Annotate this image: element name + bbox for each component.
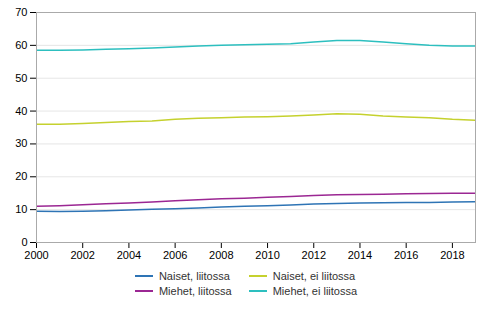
svg-text:0: 0	[21, 236, 27, 248]
svg-text:2018: 2018	[440, 249, 464, 261]
svg-text:2014: 2014	[348, 249, 372, 261]
svg-text:2016: 2016	[394, 249, 418, 261]
svg-text:2006: 2006	[163, 249, 187, 261]
svg-text:2012: 2012	[302, 249, 326, 261]
svg-text:70: 70	[15, 6, 27, 18]
svg-text:2002: 2002	[70, 249, 94, 261]
html-text:Miehet, liitossa: Miehet, liitossa	[158, 285, 232, 297]
html-text:Miehet, ei liitossa: Miehet, ei liitossa	[272, 285, 358, 297]
html-text:Naiset, liitossa: Naiset, liitossa	[158, 270, 230, 282]
svg-text:2000: 2000	[24, 249, 48, 261]
svg-text:2004: 2004	[117, 249, 141, 261]
svg-text:10: 10	[15, 203, 27, 215]
svg-text:40: 40	[15, 105, 27, 117]
svg-text:2010: 2010	[255, 249, 279, 261]
svg-text:20: 20	[15, 170, 27, 182]
svg-text:30: 30	[15, 137, 27, 149]
svg-text:2008: 2008	[209, 249, 233, 261]
svg-text:50: 50	[15, 72, 27, 84]
html-text:Naiset, ei liitossa: Naiset, ei liitossa	[272, 270, 356, 282]
svg-text:60: 60	[15, 39, 27, 51]
